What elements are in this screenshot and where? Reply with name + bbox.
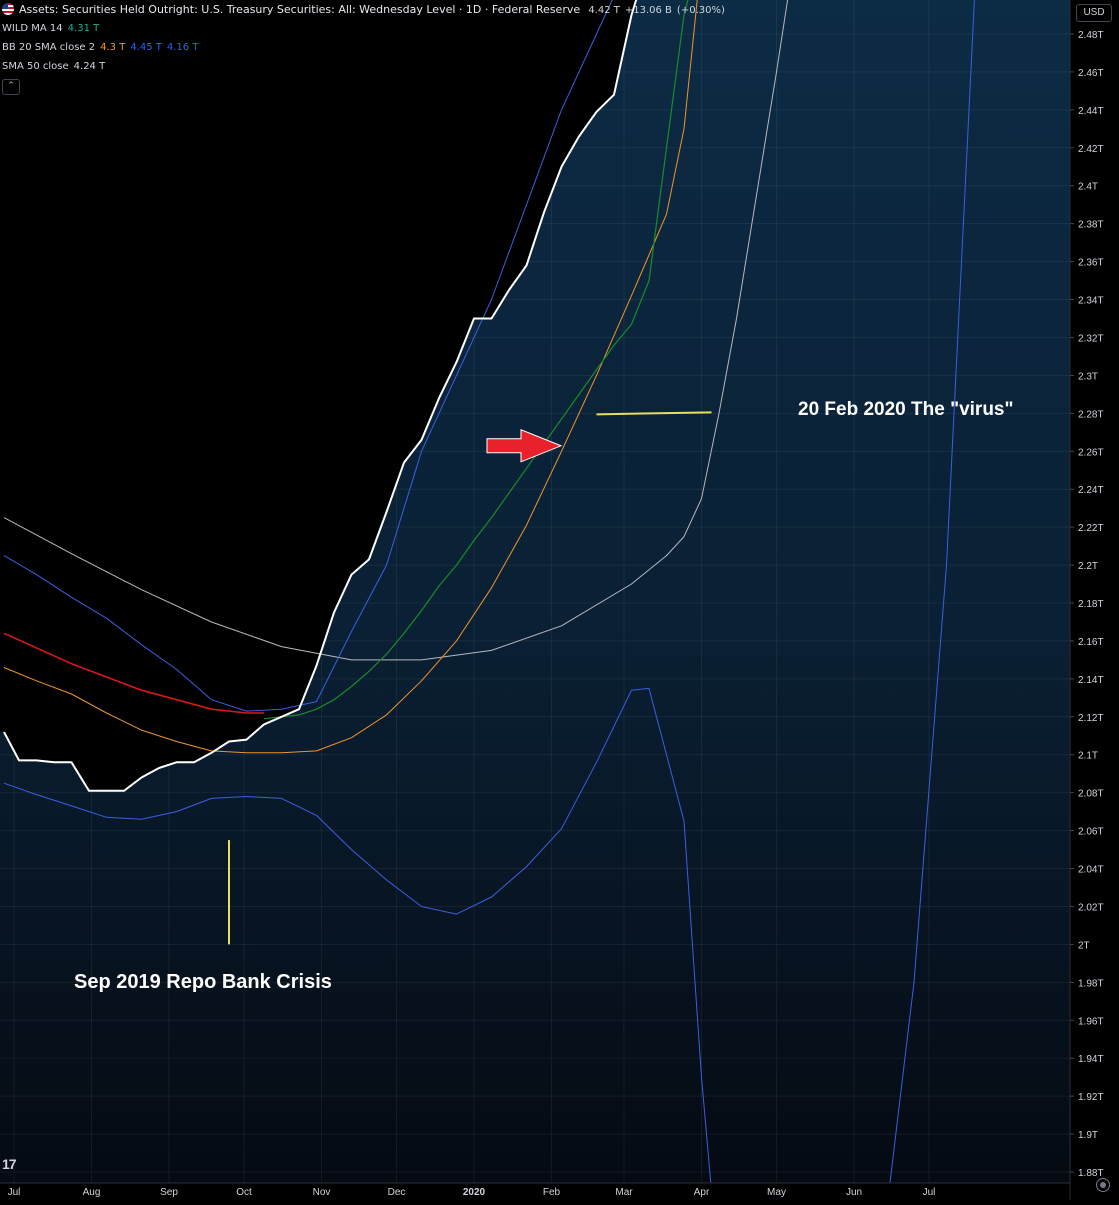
indicator-name: BB 20 SMA close 2 xyxy=(2,42,96,53)
y-tick-label: 2.4T xyxy=(1078,182,1098,193)
virus-marker-line[interactable] xyxy=(596,411,712,416)
y-tick-label: 2T xyxy=(1078,940,1090,951)
x-tick-label: Jul xyxy=(8,1187,21,1198)
repo-annotation[interactable]: Sep 2019 Repo Bank Crisis xyxy=(74,971,332,993)
gear-icon[interactable] xyxy=(1096,1178,1110,1192)
y-tick-label: 2.2T xyxy=(1078,561,1098,572)
y-tick-label: 2.16T xyxy=(1078,637,1104,648)
series-line-bb-lower[interactable] xyxy=(3,0,977,1191)
x-tick-label: Feb xyxy=(543,1187,561,1198)
indicator-value: 4.31 T xyxy=(67,23,100,34)
above-price-area xyxy=(0,0,649,791)
us-flag-icon xyxy=(2,3,14,15)
indicator-value: 4.24 T xyxy=(73,61,106,72)
series-line-wild[interactable] xyxy=(263,0,699,720)
x-tick-label: Sep xyxy=(160,1187,178,1198)
y-tick-label: 2.02T xyxy=(1078,902,1104,913)
x-tick-label: May xyxy=(767,1187,786,1198)
y-tick-label: 2.42T xyxy=(1078,144,1104,155)
red-arrow-icon[interactable] xyxy=(486,429,563,463)
indicator-name: WILD MA 14 xyxy=(2,23,63,34)
currency-selector[interactable]: USD xyxy=(1076,4,1112,22)
y-tick-label: 2.18T xyxy=(1078,599,1104,610)
legend-indicator-sma50[interactable]: SMA 50 close 4.24 T xyxy=(0,57,1070,76)
virus-annotation[interactable]: 20 Feb 2020 The "virus" xyxy=(798,399,1014,420)
series-line-red-ma[interactable] xyxy=(3,632,264,714)
y-tick-label: 1.98T xyxy=(1078,978,1104,989)
symbol-title: Assets: Securities Held Outright: U.S. T… xyxy=(19,3,581,16)
x-tick-label: Dec xyxy=(388,1187,406,1198)
x-tick-label: 2020 xyxy=(463,1187,486,1198)
legend-indicator-wild-ma[interactable]: WILD MA 14 4.31 T xyxy=(0,19,1070,38)
series-line-bb-basis[interactable] xyxy=(3,0,702,754)
series-line-price[interactable] xyxy=(3,0,649,792)
x-tick-label: Jun xyxy=(846,1187,862,1198)
x-tick-label: Oct xyxy=(236,1187,252,1198)
indicator-value-basis: 4.3 T xyxy=(100,42,126,53)
y-tick-label: 2.32T xyxy=(1078,333,1104,344)
x-tick-label: Jul xyxy=(923,1187,936,1198)
y-tick-label: 2.48T xyxy=(1078,30,1104,41)
y-tick-label: 2.14T xyxy=(1078,675,1104,686)
chart-legend: Assets: Securities Held Outright: U.S. T… xyxy=(0,0,1070,95)
change-value: +13.06 B xyxy=(624,5,672,16)
y-tick-label: 2.28T xyxy=(1078,409,1104,420)
indicator-value-lower: 4.16 T xyxy=(166,42,199,53)
y-tick-label: 2.36T xyxy=(1078,258,1104,269)
y-tick-label: 2.22T xyxy=(1078,523,1104,534)
y-tick-label: 1.96T xyxy=(1078,1016,1104,1027)
y-tick-label: 2.08T xyxy=(1078,789,1104,800)
x-tick-label: Nov xyxy=(313,1187,331,1198)
y-tick-label: 2.46T xyxy=(1078,68,1104,79)
series-line-bb-upper[interactable] xyxy=(3,0,632,712)
tradingview-logo-icon[interactable]: 17 xyxy=(2,1156,17,1172)
change-percent: (+0.30%) xyxy=(676,5,725,16)
last-value: 4.42 T xyxy=(588,5,620,16)
x-tick-label: Apr xyxy=(694,1187,710,1198)
x-tick-label: Mar xyxy=(615,1187,633,1198)
indicator-name: SMA 50 close xyxy=(2,61,69,72)
chevron-up-icon[interactable]: ⌃ xyxy=(2,79,20,95)
x-tick-label: Aug xyxy=(83,1187,101,1198)
y-tick-label: 1.94T xyxy=(1078,1054,1104,1065)
y-tick-label: 2.3T xyxy=(1078,371,1098,382)
legend-indicator-bb[interactable]: BB 20 SMA close 2 4.3 T 4.45 T 4.16 T xyxy=(0,38,1070,57)
y-tick-label: 2.24T xyxy=(1078,485,1104,496)
y-tick-label: 2.26T xyxy=(1078,447,1104,458)
y-tick-label: 2.34T xyxy=(1078,296,1104,307)
y-tick-label: 2.06T xyxy=(1078,827,1104,838)
y-tick-label: 1.88T xyxy=(1078,1168,1104,1179)
legend-title-row[interactable]: Assets: Securities Held Outright: U.S. T… xyxy=(0,0,1070,19)
y-tick-label: 1.92T xyxy=(1078,1092,1104,1103)
y-tick-label: 2.04T xyxy=(1078,865,1104,876)
y-tick-label: 2.38T xyxy=(1078,220,1104,231)
y-tick-label: 2.1T xyxy=(1078,751,1098,762)
indicator-value-upper: 4.45 T xyxy=(130,42,162,53)
series-line-sma50[interactable] xyxy=(3,0,794,661)
y-tick-label: 2.44T xyxy=(1078,106,1104,117)
y-tick-label: 1.9T xyxy=(1078,1130,1098,1141)
y-tick-label: 2.12T xyxy=(1078,713,1104,724)
